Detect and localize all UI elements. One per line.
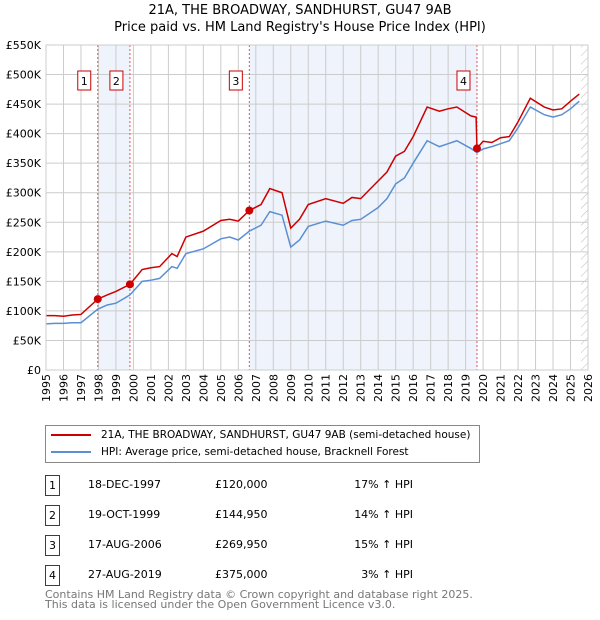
- legend-label: HPI: Average price, semi-detached house,…: [101, 446, 409, 458]
- footer-line2: This data is licensed under the Open Gov…: [45, 598, 396, 611]
- x-tick-label: 2023: [530, 374, 543, 402]
- sale-label-box: [228, 70, 243, 91]
- property-price-line: [46, 93, 580, 317]
- sale-label-box: [109, 70, 124, 91]
- sale-number: 3: [45, 535, 60, 556]
- y-tick-label: £300K: [6, 187, 42, 200]
- x-tick-label: 2011: [320, 374, 333, 402]
- x-tick-label: 2006: [232, 374, 245, 402]
- plot-frame: [45, 44, 589, 371]
- sale-label: 3: [232, 75, 239, 88]
- sale-date: 18-DEC-1997: [88, 478, 162, 491]
- x-tick-label: 2015: [390, 374, 403, 402]
- legend-item-property: 21A, THE BROADWAY, SANDHURST, GU47 9AB (…: [46, 427, 470, 443]
- y-tick-label: £50K: [13, 334, 42, 347]
- x-tick-label: 2000: [127, 374, 140, 402]
- legend-label: 21A, THE BROADWAY, SANDHURST, GU47 9AB (…: [101, 429, 471, 441]
- x-tick-label: 2020: [477, 374, 490, 402]
- sale-price: £375,000: [215, 568, 268, 581]
- x-tick-label: 2026: [582, 374, 595, 402]
- x-tick-label: 2025: [565, 374, 578, 402]
- x-tick-label: 2001: [145, 374, 158, 402]
- sale-price: £269,950: [215, 538, 268, 551]
- sale-date: 27-AUG-2019: [88, 568, 162, 581]
- chart-title: 21A, THE BROADWAY, SANDHURST, GU47 9AB: [148, 3, 452, 18]
- sale-label: 4: [460, 75, 467, 88]
- sale-hpi: 14% ↑ HPI: [354, 508, 413, 521]
- x-tick-label: 1996: [57, 374, 70, 402]
- footer-line1: Contains HM Land Registry data © Crown c…: [45, 588, 473, 601]
- x-tick-label: 2016: [407, 374, 420, 402]
- x-tick-label: 1995: [40, 374, 53, 402]
- forecast-hatch: [581, 45, 588, 370]
- x-tick-label: 2005: [215, 374, 228, 402]
- x-tick-label: 2021: [495, 374, 508, 402]
- sale-point: [125, 280, 134, 289]
- sale-date: 17-AUG-2006: [88, 538, 162, 551]
- y-tick-label: £200K: [6, 246, 42, 259]
- sale-label: 1: [81, 75, 88, 88]
- sale-row: 4 27-AUG-2019 £375,000 3% ↑ HPI: [45, 565, 445, 586]
- x-tick-label: 2003: [180, 374, 193, 402]
- sale-hpi: 17% ↑ HPI: [354, 478, 413, 491]
- y-tick-label: £100K: [6, 305, 42, 318]
- x-tick-label: 2024: [547, 374, 560, 402]
- sale-price: £144,950: [215, 508, 268, 521]
- y-tick-label: £550K: [6, 39, 42, 52]
- sale-row: 1 18-DEC-1997 £120,000 17% ↑ HPI: [45, 475, 445, 496]
- y-tick-label: £500K: [6, 69, 42, 82]
- sale-label-box: [456, 70, 471, 91]
- legend-swatch-red: [51, 434, 91, 436]
- sale-point: [245, 206, 254, 215]
- sale-number: 4: [45, 565, 60, 586]
- sale-period-shade: [97, 45, 130, 370]
- x-tick-label: 2009: [285, 374, 298, 402]
- sale-row: 3 17-AUG-2006 £269,950 15% ↑ HPI: [45, 535, 445, 556]
- sale-number: 1: [45, 475, 60, 496]
- sale-label: 2: [113, 75, 120, 88]
- x-tick-label: 2014: [372, 374, 385, 402]
- y-tick-label: £250K: [6, 216, 42, 229]
- hpi-line: [45, 100, 580, 325]
- sale-date: 19-OCT-1999: [88, 508, 161, 521]
- sale-number: 2: [45, 505, 60, 526]
- sale-period-shade: [249, 45, 477, 370]
- x-tick-label: 2004: [197, 374, 210, 402]
- legend-swatch-blue: [51, 451, 91, 453]
- x-tick-label: 2017: [425, 374, 438, 402]
- x-tick-label: 2018: [442, 374, 455, 402]
- sale-point: [472, 144, 481, 153]
- legend-item-hpi: HPI: Average price, semi-detached house,…: [46, 444, 409, 460]
- x-tick-label: 1997: [75, 374, 88, 402]
- legend: 21A, THE BROADWAY, SANDHURST, GU47 9AB (…: [45, 425, 480, 463]
- y-tick-label: £0: [27, 364, 41, 377]
- x-tick-label: 2013: [355, 374, 368, 402]
- sale-hpi: 3% ↑ HPI: [361, 568, 413, 581]
- sale-label-box: [77, 70, 92, 91]
- x-tick-label: 2010: [302, 374, 315, 402]
- y-tick-label: £400K: [6, 128, 42, 141]
- x-tick-label: 2002: [162, 374, 175, 402]
- x-tick-label: 2008: [267, 374, 280, 402]
- x-tick-label: 1999: [110, 374, 123, 402]
- sale-price: £120,000: [215, 478, 268, 491]
- x-tick-label: 2019: [460, 374, 473, 402]
- sale-row: 2 19-OCT-1999 £144,950 14% ↑ HPI: [45, 505, 445, 526]
- x-tick-label: 2012: [337, 374, 350, 402]
- footer: Contains HM Land Registry data © Crown c…: [45, 588, 473, 611]
- chart-subtitle: Price paid vs. HM Land Registry's House …: [114, 20, 486, 35]
- sale-point: [93, 295, 102, 304]
- y-tick-label: £350K: [6, 157, 42, 170]
- y-tick-label: £150K: [6, 275, 42, 288]
- sale-hpi: 15% ↑ HPI: [354, 538, 413, 551]
- price-chart: 1995 1996 1997 1998 1999 2000 2001 2002 2003 2004…: [6, 39, 595, 402]
- x-tick-label: 2022: [512, 374, 525, 402]
- x-tick-label: 2007: [250, 374, 263, 402]
- x-tick-label: 1998: [92, 374, 105, 402]
- y-tick-label: £450K: [6, 98, 42, 111]
